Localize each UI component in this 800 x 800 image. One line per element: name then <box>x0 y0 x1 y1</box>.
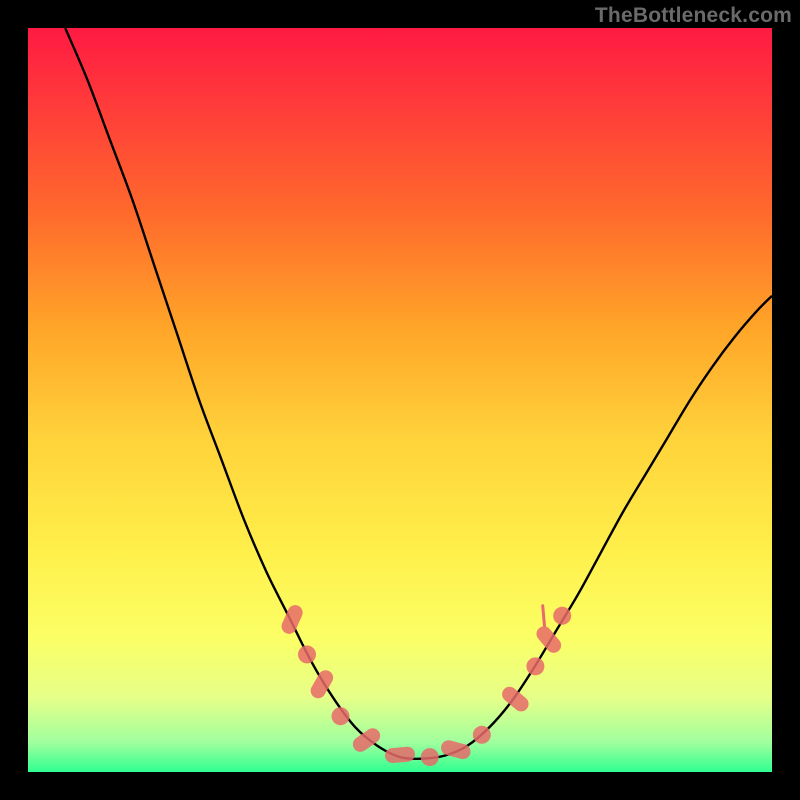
curve-marker-dot <box>526 657 544 675</box>
curve-marker-dot <box>473 726 491 744</box>
curve-marker-dot <box>298 645 316 663</box>
curve-tick <box>543 606 545 626</box>
chart-svg <box>0 0 800 800</box>
bottleneck-chart: TheBottleneck.com <box>0 0 800 800</box>
watermark-text: TheBottleneck.com <box>595 4 792 28</box>
curve-marker-dot <box>331 707 349 725</box>
curve-marker-dot <box>553 607 571 625</box>
curve-marker-dot <box>421 748 439 766</box>
chart-background <box>28 28 772 772</box>
